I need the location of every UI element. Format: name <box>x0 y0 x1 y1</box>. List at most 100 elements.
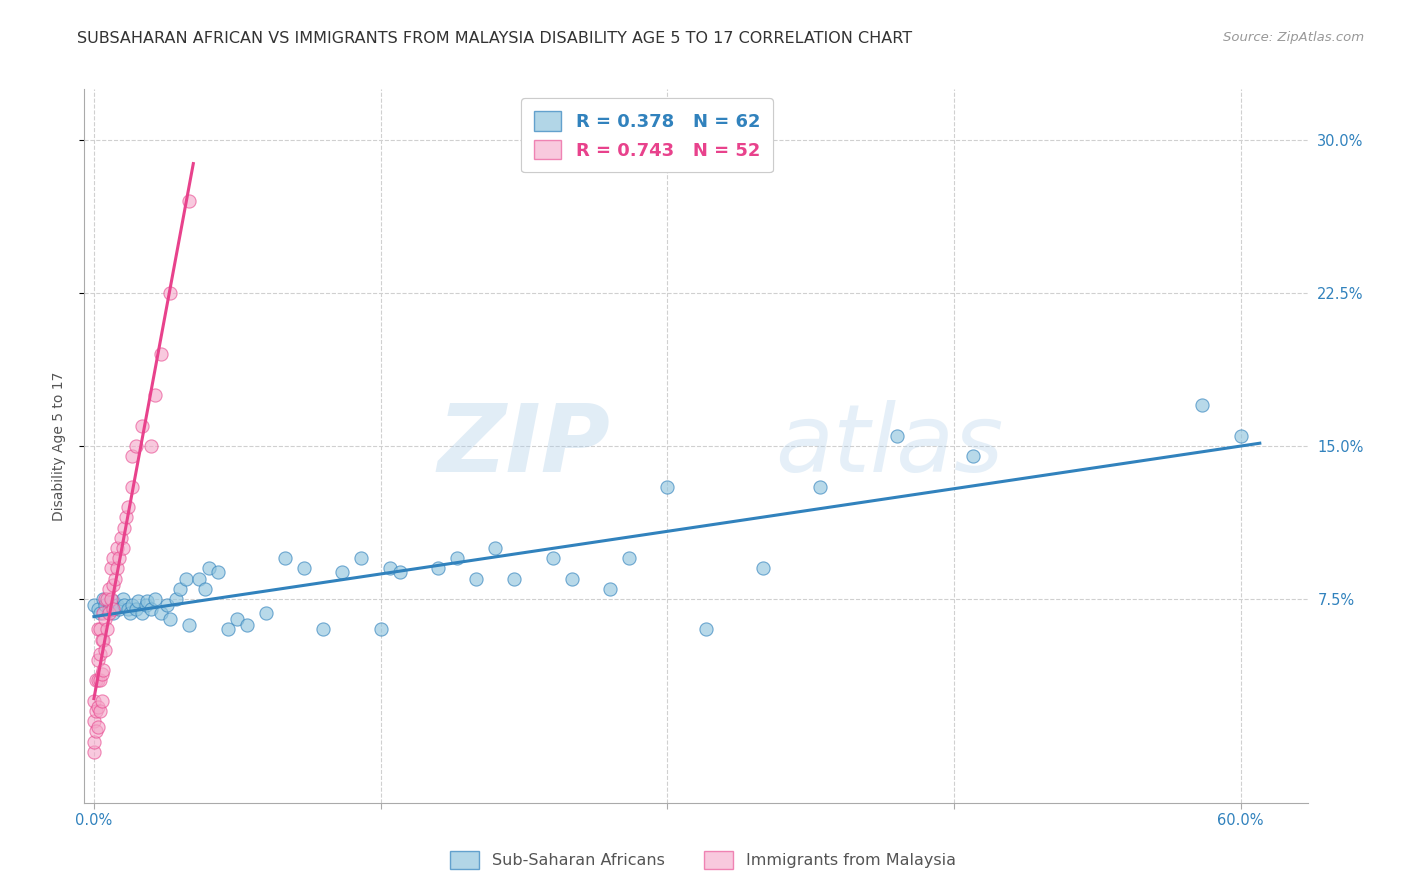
Point <box>962 449 984 463</box>
Point <box>115 510 138 524</box>
Point <box>121 449 143 463</box>
Text: atlas: atlas <box>776 401 1004 491</box>
Point <box>886 429 908 443</box>
Y-axis label: Disability Age 5 to 17: Disability Age 5 to 17 <box>52 371 66 521</box>
Point <box>87 700 110 714</box>
Text: SUBSAHARAN AFRICAN VS IMMIGRANTS FROM MALAYSIA DISABILITY AGE 5 TO 17 CORRELATIO: SUBSAHARAN AFRICAN VS IMMIGRANTS FROM MA… <box>77 31 912 46</box>
Point <box>84 724 107 739</box>
Point <box>105 598 128 612</box>
Point <box>141 602 163 616</box>
Point <box>104 572 127 586</box>
Point <box>107 551 129 566</box>
Point <box>446 551 468 566</box>
Point <box>503 572 526 586</box>
Point <box>599 582 621 596</box>
Point <box>141 439 163 453</box>
Point <box>101 606 124 620</box>
Point <box>312 623 335 637</box>
Point <box>101 594 124 608</box>
Point <box>426 561 449 575</box>
Point <box>93 606 115 620</box>
Point <box>98 606 121 620</box>
Point <box>101 577 124 591</box>
Point <box>87 653 110 667</box>
Point <box>217 623 239 637</box>
Point <box>87 623 110 637</box>
Point <box>179 618 201 632</box>
Point <box>90 632 112 647</box>
Point <box>484 541 506 555</box>
Point <box>541 551 564 566</box>
Point <box>808 480 831 494</box>
Point <box>101 602 124 616</box>
Point <box>111 541 134 555</box>
Point <box>101 551 124 566</box>
Point <box>131 606 153 620</box>
Point <box>657 480 679 494</box>
Point <box>1191 398 1213 412</box>
Point <box>165 591 187 606</box>
Point <box>83 745 105 759</box>
Point <box>127 594 149 608</box>
Point <box>89 623 111 637</box>
Point <box>83 714 105 729</box>
Point <box>695 623 717 637</box>
Legend: Sub-Saharan Africans, Immigrants from Malaysia: Sub-Saharan Africans, Immigrants from Ma… <box>444 845 962 875</box>
Point <box>93 591 115 606</box>
Point <box>350 551 373 566</box>
Point <box>370 623 392 637</box>
Point <box>236 618 259 632</box>
Point <box>117 500 139 515</box>
Point <box>90 694 112 708</box>
Point <box>83 734 105 748</box>
Point <box>121 480 143 494</box>
Point <box>135 598 157 612</box>
Point <box>107 602 129 616</box>
Point <box>111 591 134 606</box>
Legend: R = 0.378   N = 62, R = 0.743   N = 52: R = 0.378 N = 62, R = 0.743 N = 52 <box>522 98 773 172</box>
Point <box>149 606 172 620</box>
Point <box>125 439 148 453</box>
Point <box>188 572 211 586</box>
Point <box>110 531 132 545</box>
Point <box>93 632 115 647</box>
Point <box>105 561 128 575</box>
Point <box>94 591 117 606</box>
Point <box>561 572 583 586</box>
Point <box>114 598 136 612</box>
Point <box>89 704 111 718</box>
Point <box>388 566 411 580</box>
Point <box>143 591 166 606</box>
Point <box>179 194 201 209</box>
Point <box>90 667 112 681</box>
Text: ZIP: ZIP <box>437 400 610 492</box>
Point <box>194 582 217 596</box>
Point <box>131 418 153 433</box>
Point <box>96 591 118 606</box>
Point <box>96 623 118 637</box>
Point <box>89 606 111 620</box>
Point <box>87 673 110 688</box>
Point <box>274 551 297 566</box>
Point <box>83 694 105 708</box>
Point <box>94 598 117 612</box>
Point <box>207 566 229 580</box>
Point <box>100 561 122 575</box>
Point <box>89 673 111 688</box>
Point <box>94 612 117 626</box>
Point <box>254 606 277 620</box>
Point <box>117 602 139 616</box>
Point <box>226 612 249 626</box>
Point <box>125 602 148 616</box>
Point <box>617 551 640 566</box>
Point <box>159 612 181 626</box>
Point <box>197 561 219 575</box>
Point <box>159 286 181 301</box>
Point <box>752 561 775 575</box>
Point <box>105 541 128 555</box>
Point <box>332 566 354 580</box>
Point <box>94 643 117 657</box>
Point <box>114 520 136 534</box>
Point <box>292 561 315 575</box>
Point <box>169 582 191 596</box>
